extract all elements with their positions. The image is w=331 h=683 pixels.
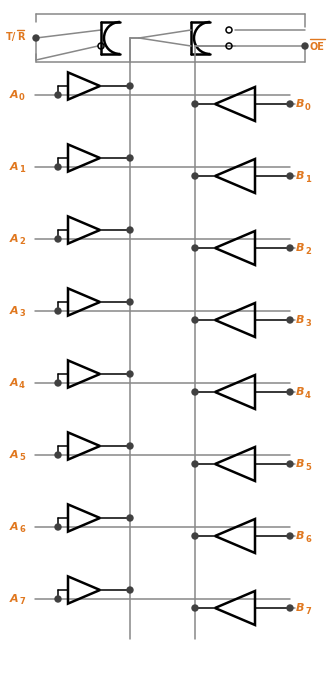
Text: 0: 0 <box>305 102 311 111</box>
Circle shape <box>287 461 293 467</box>
Text: 6: 6 <box>19 525 25 535</box>
Circle shape <box>127 371 133 377</box>
Circle shape <box>192 533 198 539</box>
Text: 4: 4 <box>305 391 311 400</box>
Circle shape <box>55 92 61 98</box>
Text: B: B <box>296 531 305 541</box>
Circle shape <box>127 227 133 233</box>
Circle shape <box>287 533 293 539</box>
Text: 5: 5 <box>19 454 25 462</box>
Circle shape <box>55 596 61 602</box>
Circle shape <box>127 515 133 521</box>
Circle shape <box>192 245 198 251</box>
Circle shape <box>55 308 61 314</box>
Circle shape <box>287 317 293 323</box>
Text: R: R <box>17 32 24 42</box>
Circle shape <box>192 173 198 179</box>
Circle shape <box>287 173 293 179</box>
Circle shape <box>192 605 198 611</box>
Text: 3: 3 <box>305 318 311 328</box>
Circle shape <box>192 317 198 323</box>
Circle shape <box>192 389 198 395</box>
Circle shape <box>287 101 293 107</box>
Text: 2: 2 <box>19 238 25 247</box>
Circle shape <box>55 236 61 242</box>
Text: A: A <box>10 594 19 604</box>
Text: A: A <box>10 234 19 244</box>
Circle shape <box>192 461 198 467</box>
Text: 4: 4 <box>19 382 25 391</box>
Text: A: A <box>10 306 19 316</box>
Circle shape <box>55 164 61 170</box>
Text: 5: 5 <box>305 462 311 471</box>
Text: A: A <box>10 522 19 532</box>
Text: A: A <box>10 162 19 172</box>
Text: B: B <box>296 243 305 253</box>
Text: 7: 7 <box>19 598 25 607</box>
Text: 0: 0 <box>19 94 25 102</box>
Circle shape <box>287 389 293 395</box>
Circle shape <box>287 605 293 611</box>
Circle shape <box>33 35 39 41</box>
Text: 3: 3 <box>19 309 25 318</box>
Text: B: B <box>296 459 305 469</box>
Text: B: B <box>296 315 305 325</box>
Circle shape <box>127 299 133 305</box>
Circle shape <box>302 43 308 49</box>
Text: B: B <box>296 603 305 613</box>
Circle shape <box>127 83 133 89</box>
Text: A: A <box>10 90 19 100</box>
Text: 1: 1 <box>305 174 311 184</box>
Circle shape <box>55 524 61 530</box>
Text: B: B <box>296 387 305 397</box>
Circle shape <box>55 380 61 386</box>
Text: A: A <box>10 450 19 460</box>
Circle shape <box>127 587 133 593</box>
Text: OE: OE <box>310 42 325 52</box>
Text: T/: T/ <box>6 32 16 42</box>
Circle shape <box>55 452 61 458</box>
Circle shape <box>192 101 198 107</box>
Text: 6: 6 <box>305 535 311 544</box>
Text: A: A <box>10 378 19 388</box>
Circle shape <box>127 155 133 161</box>
Text: 7: 7 <box>305 607 311 615</box>
Text: 2: 2 <box>305 247 311 255</box>
Circle shape <box>287 245 293 251</box>
Text: 1: 1 <box>19 165 25 174</box>
Text: B: B <box>296 99 305 109</box>
Circle shape <box>127 443 133 449</box>
Text: B: B <box>296 171 305 181</box>
